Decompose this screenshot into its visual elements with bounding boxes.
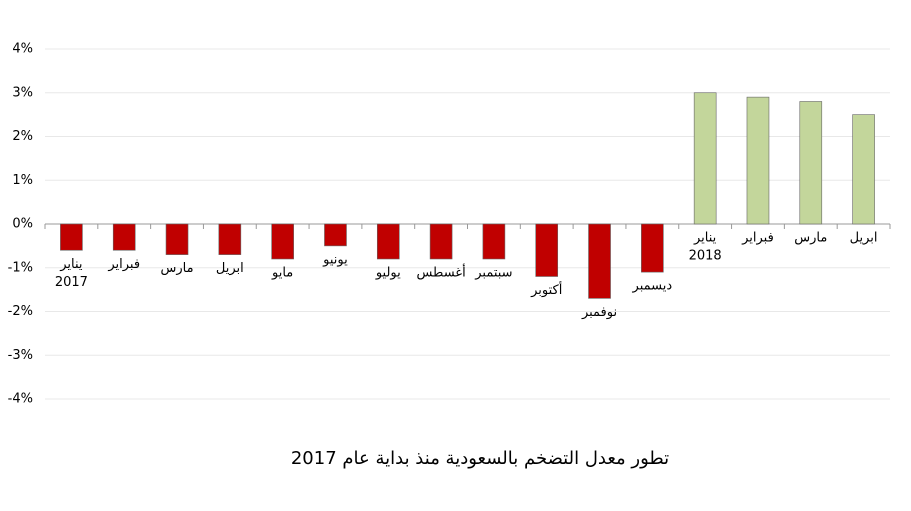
bar (112, 223, 136, 251)
bar (165, 223, 189, 255)
bar (60, 223, 83, 251)
x-tick-label: أكتوبر (530, 281, 562, 298)
y-tick-label: 1% (12, 173, 33, 188)
bar (218, 223, 242, 255)
bar (852, 114, 875, 225)
bar (588, 223, 611, 299)
x-tick-label: مارس (160, 261, 193, 276)
bar (535, 223, 559, 277)
x-tick-label: يوليو (375, 266, 401, 281)
y-tick-label: 3% (12, 85, 33, 100)
bar (324, 223, 347, 247)
chart-title: تطور معدل التضخم بالسعودية منذ بداية عام… (291, 448, 669, 469)
x-tick-label: ابريل (850, 231, 878, 246)
x-tick-label: 2018 (689, 249, 722, 264)
y-tick-label: 0% (12, 217, 33, 232)
x-tick-label: ابريل (216, 261, 244, 276)
x-tick-label: 2017 (55, 275, 88, 290)
y-tick-label: -2% (8, 304, 33, 319)
y-tick-label: -1% (8, 260, 33, 275)
x-tick-label: يناير (59, 257, 83, 272)
bar (482, 223, 506, 260)
bar (799, 101, 823, 225)
y-tick-label: -3% (8, 348, 33, 363)
bar (746, 96, 770, 225)
bar (693, 92, 717, 225)
bar (641, 223, 664, 273)
x-tick-label: فبراير (741, 231, 774, 246)
x-tick-label: نوفمبر (581, 305, 617, 320)
x-tick-label: يونيو (322, 252, 348, 267)
x-tick-label: ديسمبر (632, 279, 673, 294)
bar (429, 223, 453, 260)
x-tick-label: مارس (794, 231, 827, 246)
x-tick-label: فبراير (107, 257, 140, 272)
y-tick-label: -4% (8, 392, 33, 407)
bar (271, 223, 294, 260)
x-tick-label: مايو (271, 266, 293, 281)
y-tick-label: 4% (12, 42, 33, 57)
bar (376, 223, 400, 260)
x-tick-label: سبتمبر (474, 266, 512, 281)
x-tick-label: يناير (693, 231, 717, 246)
x-tick-label: أغسطس (416, 264, 465, 281)
y-tick-label: 2% (12, 129, 33, 144)
